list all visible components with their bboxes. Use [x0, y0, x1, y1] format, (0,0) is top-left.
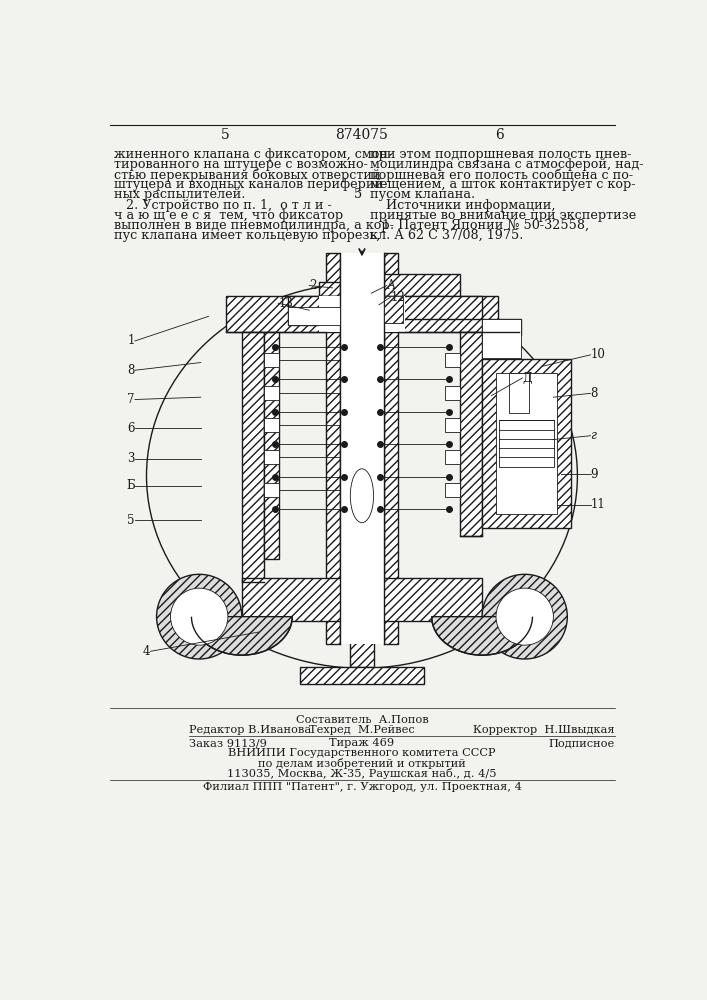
Bar [351, 620, 373, 667]
Bar [264, 418, 279, 432]
Text: 5: 5 [354, 188, 362, 201]
Bar [445, 353, 460, 367]
Text: г: г [590, 429, 597, 442]
Text: мещением, а шток контактирует с кор-: мещением, а шток контактирует с кор- [370, 178, 635, 191]
Bar [264, 353, 279, 367]
Bar [384, 253, 397, 644]
Bar [226, 296, 340, 332]
Text: поршневая его полость сообщена с по-: поршневая его полость сообщена с по- [370, 168, 633, 182]
Polygon shape [192, 617, 292, 655]
Bar [288, 307, 340, 325]
Bar [445, 386, 460, 400]
Text: 1. Патент Японии № 50-32558,: 1. Патент Японии № 50-32558, [370, 219, 589, 232]
Text: 2: 2 [309, 279, 317, 292]
Text: 12: 12 [391, 291, 405, 304]
Text: 8: 8 [127, 364, 135, 377]
Text: ных распылителей.: ных распылителей. [114, 188, 245, 201]
Bar [509, 373, 529, 413]
Text: Заказ 9113/9: Заказ 9113/9 [189, 738, 267, 748]
Text: тированного на штуцере с возможно-: тированного на штуцере с возможно- [114, 158, 368, 171]
Text: стью перекрывания боковых отверстий: стью перекрывания боковых отверстий [114, 168, 380, 182]
Bar [264, 386, 279, 400]
Polygon shape [432, 617, 532, 655]
Text: Составитель  А.Попов: Составитель А.Попов [296, 715, 428, 725]
Bar [327, 253, 340, 644]
Bar [482, 359, 571, 528]
Text: пусом клапана.: пусом клапана. [370, 188, 475, 201]
Text: жиненного клапана с фиксатором, смон-: жиненного клапана с фиксатором, смон- [114, 148, 392, 161]
Text: пус клапана имеет кольцевую прорезь,: пус клапана имеет кольцевую прорезь, [114, 229, 380, 242]
Text: А: А [387, 279, 396, 292]
Bar [482, 319, 521, 335]
Bar [264, 483, 279, 497]
Text: принятые во внимание при экспертизе: принятые во внимание при экспертизе [370, 209, 636, 222]
Text: при этом подпоршневая полость пнев-: при этом подпоршневая полость пнев- [370, 148, 631, 161]
Circle shape [496, 588, 554, 645]
Text: 10: 10 [590, 348, 605, 361]
Text: 6: 6 [495, 128, 503, 142]
Text: Источники информации,: Источники информации, [370, 199, 555, 212]
Bar [242, 332, 264, 582]
Bar [242, 578, 482, 620]
Text: Редактор В.Иванова: Редактор В.Иванова [189, 725, 311, 735]
Text: 2. Устройство по п. 1,  о т л и -: 2. Устройство по п. 1, о т л и - [114, 199, 332, 212]
Bar [320, 282, 340, 296]
Text: 5: 5 [127, 514, 135, 527]
Bar [351, 255, 373, 284]
Bar [264, 332, 279, 559]
Text: 6: 6 [127, 422, 135, 434]
Bar [445, 450, 460, 464]
Text: ВНИИПИ Государственного комитета СССР: ВНИИПИ Государственного комитета СССР [228, 748, 496, 758]
Text: Б: Б [126, 479, 135, 492]
Text: Д: Д [522, 371, 532, 384]
Text: 113035, Москва, Ж-35, Раушская наб., д. 4/5: 113035, Москва, Ж-35, Раушская наб., д. … [227, 768, 497, 779]
Text: ч а ю щ е е с я  тем, что фиксатор: ч а ю щ е е с я тем, что фиксатор [114, 209, 343, 222]
Bar [496, 373, 557, 514]
Bar [384, 282, 404, 296]
Text: кл. А 62 С 37/08, 1975.: кл. А 62 С 37/08, 1975. [370, 229, 523, 242]
Text: Подписное: Подписное [549, 738, 614, 748]
Text: 4: 4 [143, 645, 151, 658]
Text: 7: 7 [127, 393, 135, 406]
Text: 11: 11 [590, 498, 605, 512]
Bar [445, 483, 460, 497]
Text: 3: 3 [127, 452, 135, 465]
Bar [482, 319, 521, 358]
Circle shape [156, 574, 242, 659]
Text: по делам изобретений и открытий: по делам изобретений и открытий [258, 758, 466, 769]
Text: Техред  М.Рейвес: Техред М.Рейвес [309, 725, 415, 735]
Ellipse shape [351, 469, 373, 523]
Bar [384, 274, 460, 296]
Bar [384, 296, 403, 323]
Text: Тираж 469: Тираж 469 [329, 738, 395, 748]
Bar [384, 296, 482, 319]
Circle shape [170, 588, 228, 645]
Text: 9: 9 [590, 468, 598, 481]
Bar [384, 296, 498, 332]
Text: моцилиндра связана с атмосферой, над-: моцилиндра связана с атмосферой, над- [370, 158, 643, 171]
Text: 13: 13 [279, 297, 293, 310]
Text: выполнен в виде пневмоцилиндра, а кор-: выполнен в виде пневмоцилиндра, а кор- [114, 219, 394, 232]
Text: Корректор  Н.Швыдкая: Корректор Н.Швыдкая [473, 725, 614, 735]
Text: 1: 1 [127, 334, 135, 347]
Text: 8: 8 [590, 387, 598, 400]
Bar [445, 418, 460, 432]
Bar [499, 420, 554, 466]
Bar [300, 667, 424, 684]
Text: 5: 5 [221, 128, 229, 142]
Text: штуцера и входных каналов периферий-: штуцера и входных каналов периферий- [114, 178, 387, 191]
Bar [340, 253, 384, 644]
Bar [288, 296, 340, 325]
Text: 874075: 874075 [336, 128, 388, 142]
Bar [264, 450, 279, 464]
Bar [460, 332, 482, 536]
Bar [319, 296, 405, 332]
Circle shape [482, 574, 567, 659]
Text: Филиал ППП "Патент", г. Ужгород, ул. Проектная, 4: Филиал ППП "Патент", г. Ужгород, ул. Про… [202, 782, 521, 792]
